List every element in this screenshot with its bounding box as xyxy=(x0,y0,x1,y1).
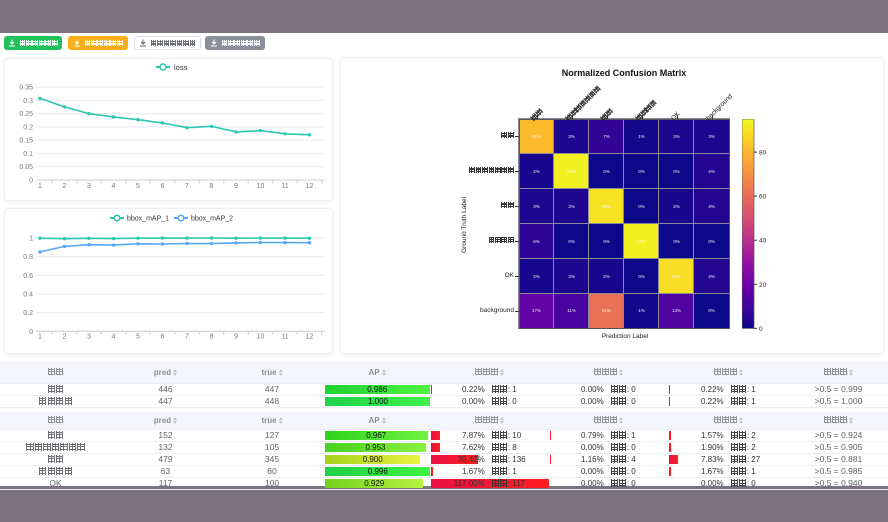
svg-text:10: 10 xyxy=(257,334,265,341)
svg-text:0.2: 0.2 xyxy=(23,310,33,317)
svg-text:9: 9 xyxy=(234,183,238,190)
svg-text:0.6: 0.6 xyxy=(23,273,33,280)
svg-text:loss: loss xyxy=(174,63,188,72)
svg-text:0.4: 0.4 xyxy=(23,292,33,299)
svg-text:3: 3 xyxy=(87,334,91,341)
svg-text:2: 2 xyxy=(63,183,67,190)
svg-text:60: 60 xyxy=(759,194,767,201)
svg-text:0.15: 0.15 xyxy=(19,138,33,145)
svg-text:20: 20 xyxy=(759,282,767,289)
svg-text:7: 7 xyxy=(185,334,189,341)
svg-text:40: 40 xyxy=(759,238,767,245)
svg-text:12: 12 xyxy=(306,334,314,341)
svg-text:bbox_mAP_2: bbox_mAP_2 xyxy=(191,216,233,223)
svg-text:4: 4 xyxy=(112,183,116,190)
svg-text:0.1: 0.1 xyxy=(23,151,33,158)
svg-text:0: 0 xyxy=(759,326,763,333)
svg-text:3: 3 xyxy=(87,183,91,190)
svg-text:5: 5 xyxy=(136,334,140,341)
svg-text:1: 1 xyxy=(38,334,42,341)
svg-text:2: 2 xyxy=(63,334,67,341)
svg-text:0.05: 0.05 xyxy=(19,164,33,171)
svg-text:8: 8 xyxy=(210,183,214,190)
svg-text:0.25: 0.25 xyxy=(19,111,33,118)
svg-text:80: 80 xyxy=(759,150,767,157)
svg-text:0.35: 0.35 xyxy=(19,85,33,92)
svg-text:0.8: 0.8 xyxy=(23,254,33,261)
svg-text:6: 6 xyxy=(161,334,165,341)
svg-text:11: 11 xyxy=(281,334,288,341)
svg-text:bbox_mAP_1: bbox_mAP_1 xyxy=(127,216,169,223)
svg-text:4: 4 xyxy=(112,334,116,341)
svg-text:0: 0 xyxy=(29,178,33,185)
svg-text:1: 1 xyxy=(29,236,33,243)
svg-text:0: 0 xyxy=(29,329,33,336)
svg-text:0.2: 0.2 xyxy=(23,124,33,131)
svg-text:5: 5 xyxy=(136,183,140,190)
svg-text:12: 12 xyxy=(306,183,314,190)
svg-text:8: 8 xyxy=(210,334,214,341)
svg-text:11: 11 xyxy=(281,183,288,190)
svg-text:1: 1 xyxy=(38,183,42,190)
svg-text:0.3: 0.3 xyxy=(23,98,33,105)
svg-text:7: 7 xyxy=(185,183,189,190)
svg-text:6: 6 xyxy=(161,183,165,190)
svg-text:10: 10 xyxy=(257,183,265,190)
svg-text:9: 9 xyxy=(234,334,238,341)
